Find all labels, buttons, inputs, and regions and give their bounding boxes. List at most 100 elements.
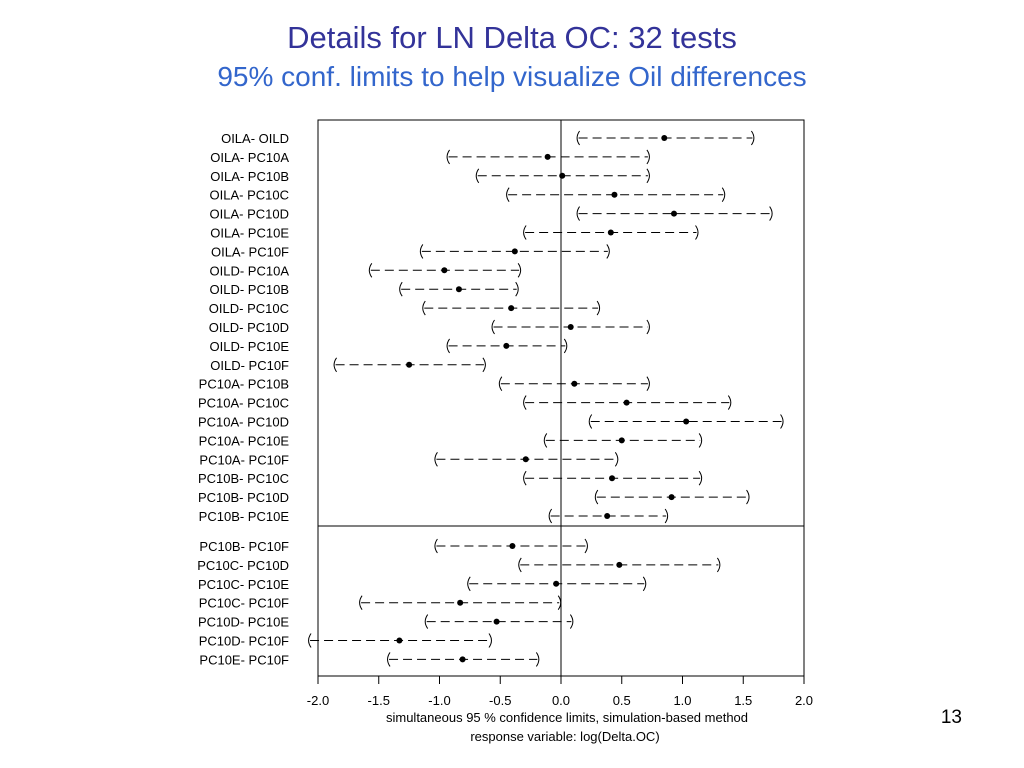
upper-limit-paren bbox=[584, 538, 588, 554]
row-label: OILA- PC10D bbox=[210, 207, 289, 222]
upper-limit-paren bbox=[614, 452, 619, 467]
estimate-point bbox=[406, 361, 413, 368]
x-tick-label: -0.5 bbox=[489, 693, 511, 708]
row-label: PC10C- PC10F bbox=[199, 596, 289, 611]
row-label: PC10A- PC10F bbox=[199, 452, 289, 467]
estimate-point bbox=[511, 248, 518, 255]
lower-limit-paren bbox=[475, 168, 480, 184]
estimate-point bbox=[623, 399, 630, 406]
estimate-point bbox=[616, 561, 623, 568]
estimate-point bbox=[544, 153, 551, 160]
upper-limit-paren bbox=[482, 357, 486, 373]
interval-row bbox=[491, 319, 650, 335]
interval-row bbox=[368, 263, 522, 278]
upper-limit-paren bbox=[716, 557, 721, 573]
interval-row bbox=[475, 168, 650, 184]
lower-limit-paren bbox=[576, 130, 580, 146]
x-tick-label: 0.5 bbox=[613, 693, 631, 708]
row-label: PC10B- PC10C bbox=[198, 471, 289, 486]
interval-row bbox=[399, 281, 519, 297]
lower-limit-paren bbox=[422, 300, 426, 316]
upper-limit-paren bbox=[664, 508, 669, 524]
interval-row bbox=[518, 557, 721, 573]
estimate-point bbox=[503, 342, 510, 349]
row-label: OILA- PC10E bbox=[210, 226, 289, 241]
slide-title: Details for LN Delta OC: 32 tests bbox=[287, 20, 737, 55]
row-label: PC10A- PC10B bbox=[199, 377, 289, 392]
row-label: OILD- PC10F bbox=[210, 358, 289, 373]
x-tick-label: -1.0 bbox=[428, 693, 450, 708]
row-label: OILD- PC10D bbox=[209, 320, 289, 335]
estimate-point bbox=[661, 135, 668, 141]
lower-limit-paren bbox=[434, 538, 438, 554]
estimate-point bbox=[670, 210, 677, 217]
row-label: PC10A- PC10E bbox=[199, 433, 290, 448]
interval-row bbox=[308, 633, 492, 648]
row-label: OILA- PC10A bbox=[210, 150, 289, 165]
interval-row bbox=[446, 149, 650, 165]
upper-limit-paren bbox=[563, 338, 568, 354]
estimate-point bbox=[493, 618, 500, 625]
estimate-point bbox=[459, 656, 466, 663]
row-label: PC10A- PC10C bbox=[198, 396, 289, 411]
estimate-point bbox=[457, 599, 464, 606]
x-tick-label: 1.0 bbox=[673, 693, 691, 708]
upper-limit-paren bbox=[606, 244, 610, 259]
interval-row bbox=[446, 338, 568, 354]
interval-row bbox=[576, 130, 755, 146]
upper-limit-paren bbox=[642, 576, 647, 592]
x-tick-label: 1.5 bbox=[734, 693, 752, 708]
interval-row bbox=[506, 187, 726, 202]
upper-limit-paren bbox=[746, 489, 750, 505]
lower-limit-paren bbox=[467, 576, 471, 592]
estimate-point bbox=[396, 637, 403, 644]
lower-limit-paren bbox=[446, 338, 450, 354]
lower-limit-paren bbox=[588, 414, 593, 429]
upper-limit-paren bbox=[535, 652, 540, 667]
row-label: PC10B- PC10E bbox=[199, 509, 290, 524]
lower-limit-paren bbox=[576, 206, 580, 221]
row-label: OILD- PC10B bbox=[210, 282, 289, 297]
estimate-point bbox=[553, 580, 560, 587]
row-label: OILA- PC10B bbox=[210, 169, 289, 184]
upper-limit-paren bbox=[698, 433, 703, 448]
estimate-point bbox=[607, 229, 614, 236]
lower-limit-paren bbox=[543, 433, 548, 448]
upper-limit-paren bbox=[646, 149, 650, 165]
row-label: OILD- PC10E bbox=[210, 339, 290, 354]
x-axis: -2.0 -1.5 -1.0 -0.5 0.0 0.5 1.0 1.5 2.0 bbox=[307, 676, 813, 708]
estimate-point bbox=[609, 475, 616, 482]
lower-limit-paren bbox=[308, 633, 312, 648]
interval-row bbox=[594, 489, 750, 505]
row-label: OILD- PC10C bbox=[209, 301, 289, 316]
lower-limit-paren bbox=[434, 452, 438, 467]
row-label: OILA- PC10F bbox=[211, 244, 289, 259]
lower-limit-paren bbox=[506, 187, 510, 202]
interval-row bbox=[359, 595, 562, 610]
lower-limit-paren bbox=[419, 244, 424, 259]
lower-limit-paren bbox=[359, 595, 363, 610]
slide-subtitle: 95% conf. limits to help visualize Oil d… bbox=[217, 61, 807, 92]
interval-marks bbox=[308, 130, 784, 667]
row-labels: OILA- OILD OILA- PC10A OILA- PC10B OILA- PC… bbox=[197, 131, 289, 667]
lower-limit-paren bbox=[368, 263, 373, 278]
estimate-point bbox=[509, 543, 516, 549]
estimate-point bbox=[567, 324, 574, 330]
x-axis-caption-line2: response variable: log(Delta.OC) bbox=[470, 729, 659, 744]
row-label: PC10C- PC10E bbox=[198, 577, 289, 592]
interval-row bbox=[498, 376, 650, 391]
interval-row bbox=[419, 244, 610, 259]
interval-row bbox=[523, 470, 703, 486]
upper-limit-paren bbox=[646, 319, 650, 335]
slide-title-block: Details for LN Delta OC: 32 tests 95% co… bbox=[0, 18, 1024, 96]
x-tick-label: -1.5 bbox=[368, 693, 390, 708]
interval-row bbox=[548, 508, 669, 524]
row-label: PC10B- PC10D bbox=[198, 490, 289, 505]
x-tick-label: -2.0 bbox=[307, 693, 329, 708]
row-label: PC10D- PC10F bbox=[199, 634, 289, 649]
estimate-point bbox=[441, 267, 448, 274]
estimate-point bbox=[522, 456, 529, 463]
interval-row bbox=[588, 414, 784, 429]
lower-limit-paren bbox=[399, 281, 403, 297]
